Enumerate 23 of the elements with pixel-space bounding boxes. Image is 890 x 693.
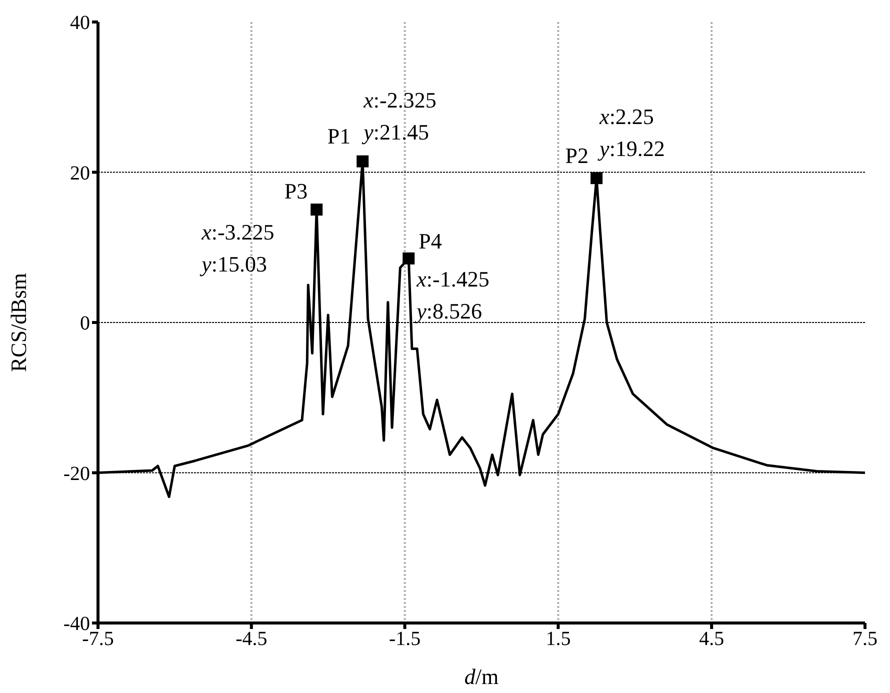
y-tick-label: -20	[63, 462, 90, 485]
annotation: P3	[284, 178, 308, 204]
annotation: P4	[418, 228, 442, 254]
annotation: P2	[565, 143, 589, 168]
point	[356, 155, 369, 168]
x-tick-label: -1.5	[388, 628, 421, 650]
x-tick-label: -4.5	[236, 628, 268, 650]
annotation: x:-3.225 y:15.03	[200, 220, 274, 277]
x-tick-label: 4.5	[699, 628, 724, 650]
point	[590, 172, 603, 184]
y-tick-label: -40	[63, 613, 90, 636]
annotation: P1	[327, 123, 351, 148]
point	[310, 204, 323, 216]
x-tick-label: 7.5	[852, 628, 878, 650]
y-tick-label: 20	[70, 162, 90, 184]
x-axis-title: d/m	[464, 664, 499, 689]
y-tick-label: 40	[70, 12, 90, 34]
y-axis-title: RCS/dBsm	[6, 272, 31, 372]
point	[402, 252, 415, 264]
y-tick-label: 0	[80, 312, 90, 335]
annotation: x:2.25 y:19.22	[598, 104, 665, 162]
x-tick-label: 1.5	[546, 628, 571, 650]
annotation: x:-2.325 y:21.45	[362, 87, 436, 144]
